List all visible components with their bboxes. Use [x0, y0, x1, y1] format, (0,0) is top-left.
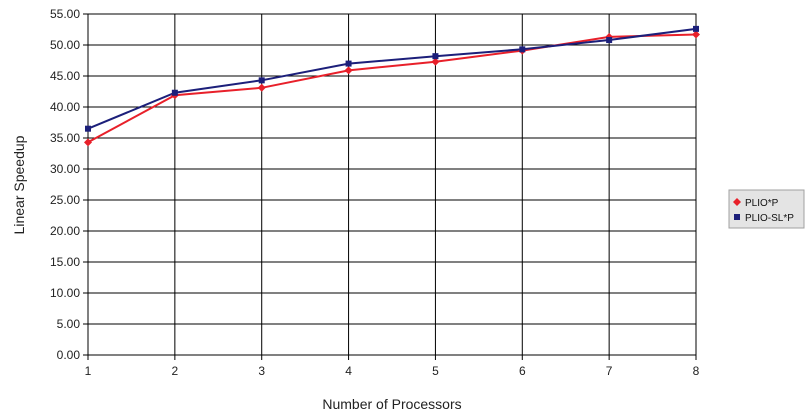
- data-point: [693, 25, 699, 32]
- y-tick-label: 5.00: [57, 317, 81, 331]
- x-tick-label: 7: [606, 364, 613, 378]
- data-point: [171, 89, 178, 96]
- y-tick-label: 15.00: [50, 255, 80, 269]
- data-point: [519, 46, 526, 53]
- data-point: [431, 57, 440, 66]
- y-tick-label: 40.00: [50, 100, 80, 114]
- y-tick-label: 45.00: [50, 69, 80, 83]
- legend-label: PLIO-SL*P: [745, 213, 794, 224]
- legend-square-icon: [734, 214, 740, 220]
- y-tick-label: 25.00: [50, 193, 80, 207]
- x-tick-label: 5: [432, 364, 439, 378]
- legend-box: [728, 189, 805, 229]
- data-point: [85, 125, 91, 132]
- data-point: [606, 37, 613, 44]
- data-point: [345, 60, 352, 67]
- y-tick-label: 10.00: [50, 286, 80, 300]
- series-line-2: [87, 27, 697, 130]
- x-tick-label: 6: [519, 364, 526, 378]
- plot-area: [87, 13, 697, 356]
- series-markers: [84, 25, 700, 147]
- data-point: [344, 66, 353, 75]
- x-axis-ticks: 1 2 3 4 5 6 7 8: [85, 355, 700, 378]
- x-tick-label: 4: [345, 364, 352, 378]
- data-point: [257, 83, 266, 92]
- y-tick-label: 0.00: [57, 348, 81, 362]
- y-tick-label: 35.00: [50, 131, 80, 145]
- x-tick-label: 2: [172, 364, 179, 378]
- y-tick-label: 50.00: [50, 38, 80, 52]
- data-point: [84, 138, 92, 147]
- gridlines: [87, 13, 697, 356]
- y-axis-ticks: 0.00 5.00 10.00 15.00 20.00 25.00 30.00 35.00 40…: [50, 7, 88, 362]
- x-axis-title: Number of Processors: [322, 396, 461, 412]
- data-point: [258, 77, 265, 84]
- x-tick-label: 3: [258, 364, 265, 378]
- y-axis-title: Linear Speedup: [11, 135, 27, 234]
- data-point: [692, 30, 700, 39]
- y-tick-label: 20.00: [50, 224, 80, 238]
- y-tick-label: 30.00: [50, 162, 80, 176]
- legend: PLIO*P PLIO-SL*P: [728, 189, 805, 229]
- legend-label: PLIO*P: [745, 198, 779, 209]
- legend-diamond-icon: [733, 198, 741, 206]
- series-lines: [87, 27, 697, 144]
- x-tick-label: 1: [85, 364, 92, 378]
- x-tick-label: 8: [693, 364, 700, 378]
- data-point: [432, 53, 439, 60]
- y-tick-label: 55.00: [50, 7, 80, 21]
- series-line-1: [87, 33, 697, 144]
